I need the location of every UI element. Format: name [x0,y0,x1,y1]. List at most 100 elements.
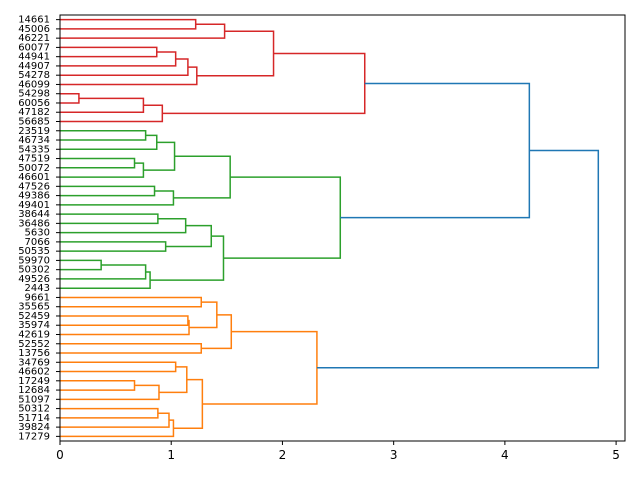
leaf-label: 12684 [18,385,50,396]
leaf-label: 42619 [18,330,50,341]
leaf-label: 35974 [18,320,50,331]
dendrogram-link [162,52,366,115]
leaf-label: 38644 [18,209,50,220]
dendrogram-link [189,301,218,329]
leaf-label: 44941 [18,52,50,63]
dendrogram-link [60,51,177,67]
leaf-label: 50312 [18,404,50,415]
leaf-label: 52459 [18,311,50,322]
leaf-label: 51714 [18,413,50,424]
leaf-label: 47526 [18,181,50,192]
x-tick-label: 0 [56,448,64,462]
dendrogram-link [60,58,189,76]
x-tick-label: 1 [167,448,175,462]
dendrogram-link [60,384,160,401]
x-tick-label: 3 [390,448,398,462]
dendrogram-link [60,296,202,308]
dendrogram-link [60,319,190,336]
dendrogram-link [60,97,145,113]
dendrogram-link [60,271,151,289]
dendrogram-link [60,213,159,225]
dendrogram-links [60,18,600,438]
dendrogram-link [340,82,531,219]
leaf-label: 50302 [18,265,50,276]
leaf-label: 46602 [18,367,50,378]
leaf-label: 36486 [18,218,50,229]
leaf-label: 54298 [18,89,50,100]
dendrogram-link [316,149,600,369]
leaf-label: 44907 [18,61,50,72]
dendrogram-link [173,155,231,199]
leaf-label: 34769 [18,357,50,368]
x-tick-label: 5 [612,448,620,462]
leaf-labels: 1466145006462216007744941449075427846099… [18,15,60,442]
leaf-label: 50072 [18,163,50,174]
dendrogram-link [60,361,177,373]
leaf-label: 54278 [18,70,50,81]
leaf-label: 14661 [18,15,50,26]
dendrogram-link [60,419,175,438]
leaf-label: 49401 [18,200,50,211]
leaf-label: 46221 [18,33,50,44]
dendrogram-link [60,18,197,30]
dendrogram-link [60,130,147,141]
dendrogram-link [60,412,170,428]
dendrogram-link [60,66,198,86]
leaf-label: 17249 [18,376,50,387]
plot-frame [59,14,626,442]
x-tick-label: 4 [501,448,509,462]
leaf-label: 52552 [18,339,50,350]
dendrogram-link [60,157,136,169]
leaf-label: 46734 [18,135,50,146]
dendrogram-link [60,259,102,271]
leaf-label: 49526 [18,274,50,285]
leaf-label: 45006 [18,24,50,35]
dendrogram-link [60,162,145,178]
leaf-label: 49386 [18,191,50,202]
leaf-label: 59970 [18,255,50,266]
dendrogram-link [150,235,225,281]
dendrogram-link [223,176,342,259]
dendrogram-link [60,241,167,252]
leaf-label: 17279 [18,431,50,442]
leaf-label: 5630 [25,228,50,239]
leaf-label: 39824 [18,422,50,433]
dendrogram-link [165,224,213,248]
leaf-label: 46099 [18,79,50,90]
leaf-label: 23519 [18,126,50,137]
leaf-label: 56685 [18,117,50,128]
leaf-label: 2443 [25,283,50,294]
leaf-label: 47519 [18,154,50,165]
leaf-label: 13756 [18,348,50,359]
dendrogram-link [173,378,204,430]
dendrogram-link [60,264,147,280]
leaf-label: 35565 [18,302,50,313]
dendrogram-link [60,134,158,151]
dendrogram-link [196,30,275,77]
dendrogram-link [60,217,187,234]
dendrogram-link [60,315,189,326]
x-axis: 0 1 2 3 4 5 [56,441,620,462]
leaf-label: 51097 [18,394,50,405]
leaf-label: 50535 [18,246,50,257]
leaf-label: 60077 [18,42,50,53]
leaf-label: 7066 [25,237,50,248]
leaf-label: 47182 [18,107,50,118]
dendrogram-link [158,366,188,394]
dendrogram-link [60,407,159,419]
dendrogram-link [60,190,175,206]
dendrogram-link [60,380,136,391]
dendrogram-link [143,141,176,171]
dendrogram-link [60,92,80,104]
dendrogram-link [60,23,226,39]
x-tick-label: 2 [279,448,287,462]
dendrogram-link [202,330,318,405]
dendrogram-link [60,46,158,58]
dendrogram-link [60,104,164,123]
dendrogram-link [60,343,202,354]
leaf-label: 9661 [25,292,50,303]
dendrogram-link [60,185,156,197]
leaf-label: 54335 [18,144,50,155]
leaf-label: 46601 [18,172,50,183]
